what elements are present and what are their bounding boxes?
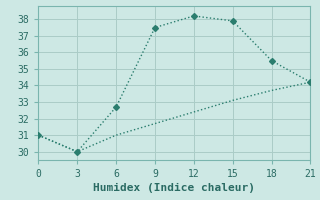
X-axis label: Humidex (Indice chaleur): Humidex (Indice chaleur) — [93, 183, 255, 193]
